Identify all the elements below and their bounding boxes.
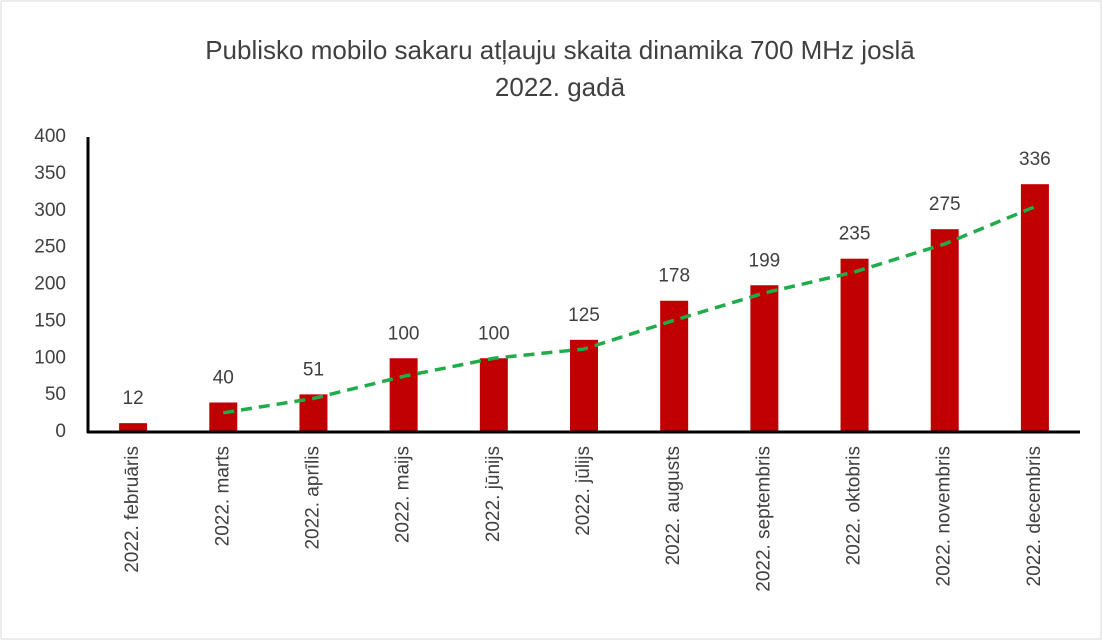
x-tick-label: 2022. novembris: [934, 446, 955, 586]
chart-title: Publisko mobilo sakaru atļauju skaita di…: [205, 35, 915, 65]
data-label: 336: [1019, 149, 1051, 170]
data-label: 199: [749, 250, 781, 271]
data-label: 178: [658, 266, 690, 287]
data-label: 51: [303, 359, 324, 380]
x-tick-label: 2022. decembris: [1024, 446, 1045, 586]
trend-line: [222, 205, 1036, 415]
data-label: 235: [839, 224, 871, 245]
bar: [479, 358, 508, 432]
bar: [119, 423, 148, 432]
x-tick-label: 2022. jūnijs: [483, 446, 504, 542]
x-tick-label: 2022. augusts: [663, 446, 684, 565]
x-tick-label: 2022. septembris: [753, 446, 774, 592]
data-label: 40: [213, 368, 234, 389]
x-tick-label: 2022. aprīlis: [302, 446, 323, 550]
y-tick-label: 100: [34, 347, 66, 368]
chart-title: 2022. gadā: [495, 72, 626, 102]
data-label: 100: [478, 323, 510, 344]
data-label: 275: [929, 194, 961, 215]
data-label: 12: [123, 388, 144, 409]
y-tick-label: 150: [34, 310, 66, 331]
data-label: 125: [568, 305, 600, 326]
bar: [750, 285, 779, 432]
x-tick-label: 2022. marts: [212, 446, 233, 546]
bar: [389, 358, 418, 432]
y-tick-label: 50: [45, 384, 66, 405]
y-tick-label: 400: [34, 126, 66, 147]
y-tick-label: 350: [34, 163, 66, 184]
y-tick-label: 200: [34, 274, 66, 295]
y-tick-label: 250: [34, 237, 66, 258]
y-tick-label: 300: [34, 200, 66, 221]
data-label: 100: [388, 323, 420, 344]
bar: [840, 258, 869, 432]
x-tick-label: 2022. jūlijs: [573, 446, 594, 536]
bar: [209, 402, 238, 432]
x-tick-label: 2022. oktobris: [844, 446, 865, 565]
bar: [930, 229, 959, 432]
bar: [1020, 184, 1049, 432]
x-tick-label: 2022. februāris: [122, 446, 143, 573]
bar: [570, 339, 598, 432]
y-tick-label: 0: [55, 421, 66, 442]
x-tick-label: 2022. maijs: [393, 446, 414, 543]
bar: [660, 300, 689, 432]
